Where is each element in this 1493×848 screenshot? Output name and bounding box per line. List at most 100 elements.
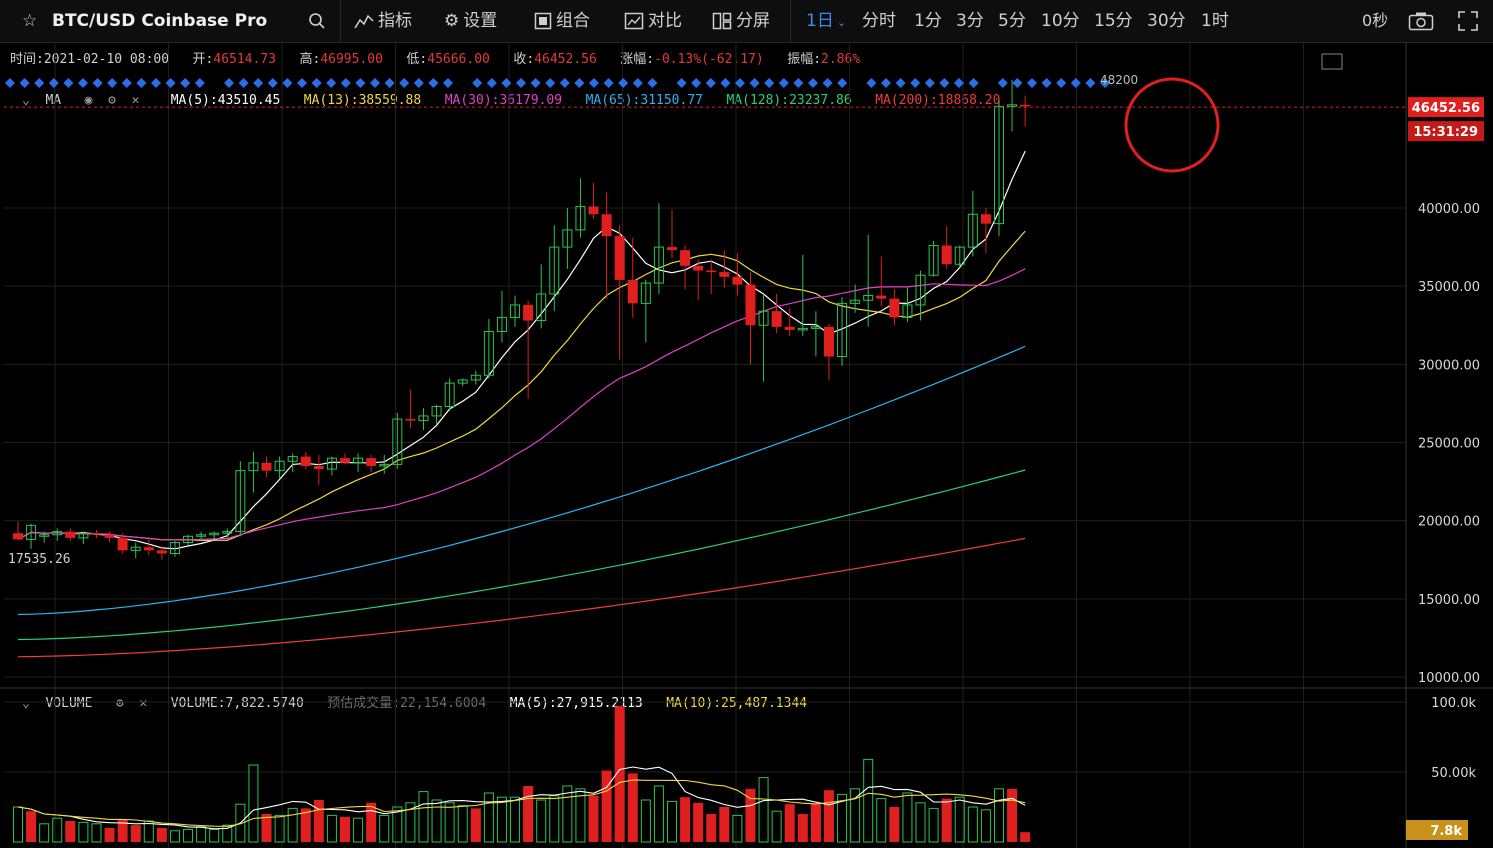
chevron-down-icon: ⌄ <box>836 16 847 29</box>
event-diamond <box>136 78 147 88</box>
event-diamond <box>443 78 453 88</box>
candle-body <box>52 531 63 536</box>
ma13-line <box>17 230 1026 542</box>
ohlc-info-row: 时间:2021-02-10 08:00 开:46514.73 高:46995.0… <box>10 52 861 67</box>
close-icon[interactable]: ✕ <box>131 93 140 108</box>
event-diamond <box>764 78 775 88</box>
candle-body <box>994 105 1004 225</box>
close-icon[interactable]: ✕ <box>139 696 148 711</box>
timeframe-15m[interactable]: 15分 <box>1094 11 1133 31</box>
candle-body <box>941 245 952 265</box>
settings-button[interactable]: ⚙ 设置 <box>444 0 497 42</box>
collapse-chevron-icon[interactable]: ⌄ <box>22 696 30 711</box>
split-screen-button[interactable]: 分屏 <box>712 0 770 42</box>
volume-bar <box>745 788 756 842</box>
event-diamond <box>238 78 249 88</box>
timeframe-1h[interactable]: 1时 <box>1201 11 1229 31</box>
ma128-value: MA(128):23237.86 <box>726 93 852 108</box>
candle-body <box>588 206 599 215</box>
bar-time: 2021-02-10 08:00 <box>43 52 170 67</box>
compare-button[interactable]: 对比 <box>624 0 682 42</box>
volume-bar <box>784 804 795 842</box>
favorite-star-icon[interactable]: ☆ <box>22 11 38 31</box>
candle-body <box>549 246 560 295</box>
timeframe-1d[interactable]: 1日 ⌄ <box>806 11 847 31</box>
candle-body <box>784 326 795 330</box>
volume-legend: ⌄ VOLUME ⚙ ✕ VOLUME:7,822.5740 预估成交量:22,… <box>22 692 807 711</box>
price-chart[interactable]: 10000.00 15000.00 20000.00 25000.00 30000.00… <box>0 42 1493 848</box>
event-diamond <box>881 78 891 88</box>
event-diamond <box>632 78 643 88</box>
volume-bar <box>823 790 834 842</box>
combo-button[interactable]: 组合 <box>534 0 590 42</box>
candle-body <box>143 547 154 551</box>
volume-bar <box>653 785 664 843</box>
event-diamond <box>355 78 366 88</box>
candle-body <box>300 456 311 466</box>
gear-icon[interactable]: ⚙ <box>108 93 116 108</box>
candle-body <box>1007 104 1018 107</box>
event-diamond <box>1027 78 1037 88</box>
volume-last-badge <box>1406 820 1468 840</box>
ma5-line <box>17 150 1026 550</box>
timeframe-30m[interactable]: 30分 <box>1147 11 1186 31</box>
event-diamond <box>1085 78 1096 88</box>
candle-body <box>340 458 350 463</box>
volume-bar <box>169 830 180 843</box>
volume-bar <box>967 806 978 843</box>
bar-low: 45666.00 <box>427 52 490 67</box>
candle-body <box>392 418 403 465</box>
event-diamond <box>793 78 804 88</box>
volume-ma5-line <box>17 766 1026 830</box>
gear-icon: ⚙ <box>444 11 460 31</box>
candle-body <box>261 462 272 471</box>
refresh-timer: 0秒 <box>1362 11 1389 30</box>
event-diamond <box>340 78 351 88</box>
volume-bar <box>274 814 285 843</box>
volume-bar <box>941 798 952 842</box>
volume-bar <box>575 788 586 843</box>
bar-open: 46514.73 <box>213 52 276 67</box>
volume-bar <box>523 786 534 842</box>
volume-bar <box>196 826 207 843</box>
candle-body <box>248 462 259 472</box>
candle-body <box>575 205 586 231</box>
symbol-title[interactable]: BTC/USD Coinbase Pro <box>52 11 268 31</box>
timeframe-1m[interactable]: 1分 <box>914 11 942 31</box>
volume-bar <box>457 805 468 843</box>
volume-bar <box>994 788 1004 843</box>
timeframe-tick[interactable]: 分时 <box>862 11 896 31</box>
volume-bar <box>837 793 848 843</box>
volume-bar <box>261 814 272 842</box>
camera-icon[interactable] <box>1408 0 1438 42</box>
fullscreen-icon[interactable] <box>1458 0 1482 42</box>
event-diamond <box>326 78 337 88</box>
eye-icon[interactable]: ◉ <box>84 93 93 108</box>
gear-icon[interactable]: ⚙ <box>115 696 124 711</box>
volume-bar <box>771 810 782 843</box>
low-marker-label: 17535.26 <box>8 552 71 567</box>
event-diamond <box>705 78 716 88</box>
volume-bar <box>91 823 102 843</box>
timeframe-5m[interactable]: 5分 <box>998 11 1026 31</box>
volume-bar <box>470 808 481 842</box>
y-tick-label: 10000.00 <box>1418 671 1480 686</box>
y-tick-label: 30000.00 <box>1418 358 1480 373</box>
timeframe-10m[interactable]: 10分 <box>1041 11 1080 31</box>
collapse-chevron-icon[interactable]: ⌄ <box>22 93 30 108</box>
candle-body <box>510 304 521 318</box>
indicators-button[interactable]: 指标 <box>354 0 412 42</box>
ma5-value: MA(5):43510.45 <box>170 93 281 108</box>
bar-high: 46995.00 <box>320 52 383 67</box>
volume-bar <box>810 804 821 842</box>
event-diamond <box>194 78 205 88</box>
volume-bar <box>326 814 337 843</box>
event-diamond <box>720 78 731 88</box>
candle-body <box>183 535 194 544</box>
volume-bar <box>719 807 730 842</box>
volume-bar <box>627 773 638 842</box>
volume-ma10: MA(10):25,487.1344 <box>666 696 808 711</box>
search-icon[interactable] <box>308 0 330 42</box>
candle-body <box>196 534 207 537</box>
timeframe-3m[interactable]: 3分 <box>956 11 984 31</box>
